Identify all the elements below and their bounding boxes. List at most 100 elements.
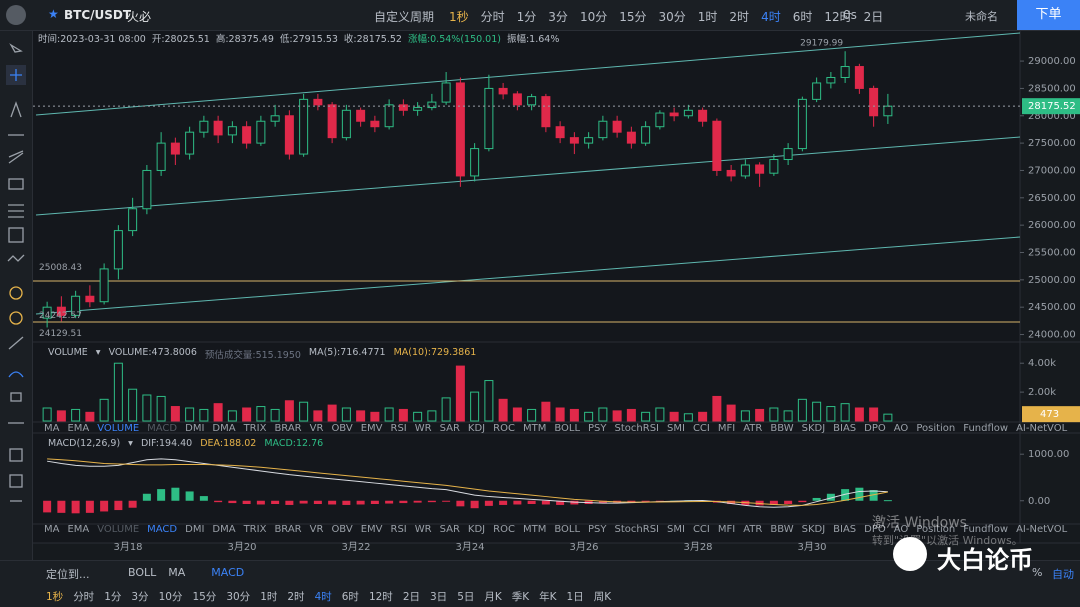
- indicator-tab[interactable]: VR: [309, 423, 324, 434]
- indicator-tab[interactable]: StochRSI: [614, 524, 659, 535]
- indicator-tab[interactable]: AO: [893, 524, 909, 535]
- volume-label[interactable]: VOLUME: [48, 347, 88, 358]
- period[interactable]: 2时: [287, 591, 305, 603]
- period[interactable]: 2日: [402, 591, 420, 603]
- indicator-tab[interactable]: Position: [916, 423, 956, 434]
- indicator-tab[interactable]: VR: [309, 524, 324, 535]
- period[interactable]: 4时: [761, 10, 781, 24]
- period[interactable]: 季K: [511, 591, 530, 603]
- indicator-tab[interactable]: MTM: [522, 524, 547, 535]
- indicator-tab[interactable]: DPO: [864, 524, 886, 535]
- indicator-tab[interactable]: SKDJ: [801, 423, 826, 434]
- order-button[interactable]: 下单: [1017, 0, 1080, 30]
- star-icon[interactable]: ★: [48, 7, 59, 21]
- period[interactable]: 3分: [548, 10, 568, 24]
- macd-label[interactable]: MACD(12,26,9): [48, 438, 121, 449]
- indicator-tab[interactable]: KDJ: [467, 524, 486, 535]
- period[interactable]: 月K: [484, 591, 502, 603]
- period[interactable]: 3分: [131, 591, 149, 603]
- tag[interactable]: MA: [168, 566, 186, 579]
- period[interactable]: 1秒: [449, 10, 469, 24]
- indicator-tab[interactable]: Fundflow: [963, 524, 1009, 535]
- indicator-tab[interactable]: VOLUME: [97, 524, 140, 535]
- indicator-tab[interactable]: ATR: [743, 524, 763, 535]
- period[interactable]: 10分: [158, 591, 183, 603]
- period[interactable]: 12时: [824, 10, 852, 24]
- indicator-tab[interactable]: MFI: [717, 423, 736, 434]
- indicator-tab[interactable]: StochRSI: [614, 423, 659, 434]
- indicator-tab[interactable]: AO: [893, 423, 909, 434]
- indicator-tab[interactable]: DMI: [185, 423, 205, 434]
- indicator-tab[interactable]: MA: [44, 524, 60, 535]
- period[interactable]: 周K: [593, 591, 612, 603]
- auto[interactable]: 自动: [1052, 568, 1074, 581]
- period[interactable]: 1时: [260, 591, 278, 603]
- period[interactable]: 1分: [516, 10, 537, 24]
- indicator-tab[interactable]: RSI: [390, 524, 407, 535]
- indicator-tab[interactable]: TRIX: [243, 423, 267, 434]
- indicator-tab[interactable]: EMV: [360, 524, 383, 535]
- indicator-tab[interactable]: EMV: [360, 423, 383, 434]
- period[interactable]: 分时: [73, 591, 95, 603]
- indicator-tab[interactable]: ATR: [743, 423, 763, 434]
- period[interactable]: 2时: [729, 10, 750, 24]
- indicator-tab[interactable]: MTM: [522, 423, 547, 434]
- indicator-tab[interactable]: SAR: [439, 524, 460, 535]
- layout-name[interactable]: 未命名: [965, 10, 998, 23]
- tag[interactable]: MACD: [211, 566, 245, 579]
- period[interactable]: 3日: [430, 591, 448, 603]
- indicator-tab[interactable]: VOLUME: [97, 423, 140, 434]
- percent[interactable]: %: [1032, 566, 1043, 579]
- indicator-tab[interactable]: TRIX: [243, 524, 267, 535]
- period[interactable]: 10分: [579, 10, 608, 24]
- indicator-tab[interactable]: PSY: [588, 423, 607, 434]
- period[interactable]: 1分: [104, 591, 122, 603]
- indicator-tab[interactable]: BOLL: [554, 423, 581, 434]
- indicator-tab[interactable]: AI-NetVOL: [1016, 524, 1068, 535]
- custom-period[interactable]: 自定义周期: [374, 10, 435, 24]
- indicator-tab[interactable]: SMI: [667, 423, 685, 434]
- indicator-tab[interactable]: ROC: [493, 524, 515, 535]
- period[interactable]: 30分: [226, 591, 251, 603]
- indicator-tab[interactable]: RSI: [390, 423, 407, 434]
- indicator-tab[interactable]: AI-NetVOL: [1016, 423, 1068, 434]
- indicator-tab[interactable]: WR: [414, 423, 432, 434]
- indicator-tab[interactable]: DMA: [212, 423, 236, 434]
- period[interactable]: 分时: [480, 10, 505, 24]
- indicator-tab[interactable]: BBW: [770, 524, 794, 535]
- indicator-tab[interactable]: CCI: [692, 524, 710, 535]
- indicator-tab[interactable]: EMA: [67, 524, 90, 535]
- indicator-tab[interactable]: SAR: [439, 423, 460, 434]
- indicator-tab[interactable]: MACD: [147, 423, 178, 434]
- indicator-tab[interactable]: BOLL: [554, 524, 581, 535]
- indicator-tab[interactable]: ROC: [493, 423, 515, 434]
- indicator-tab[interactable]: OBV: [331, 524, 353, 535]
- symbol[interactable]: BTC/USDT: [64, 8, 132, 22]
- indicator-tab[interactable]: Fundflow: [963, 423, 1009, 434]
- period[interactable]: 年K: [539, 591, 557, 603]
- indicator-tab[interactable]: MA: [44, 423, 60, 434]
- indicator-tab[interactable]: BIAS: [833, 524, 857, 535]
- period[interactable]: 5日: [457, 591, 475, 603]
- tag[interactable]: BOLL: [128, 566, 157, 579]
- period[interactable]: 2日: [863, 10, 884, 24]
- indicator-tab[interactable]: WR: [414, 524, 432, 535]
- period[interactable]: 6时: [341, 591, 359, 603]
- period[interactable]: 1日: [566, 591, 584, 603]
- period[interactable]: 15分: [619, 10, 647, 24]
- indicator-tab[interactable]: CCI: [692, 423, 710, 434]
- indicator-tab[interactable]: OBV: [331, 423, 353, 434]
- indicator-tab[interactable]: MFI: [717, 524, 736, 535]
- period[interactable]: 30分: [658, 10, 686, 24]
- period[interactable]: 1时: [697, 10, 718, 24]
- indicator-tab[interactable]: SKDJ: [801, 524, 826, 535]
- period[interactable]: 15分: [192, 591, 217, 603]
- indicator-tab[interactable]: BBW: [770, 423, 794, 434]
- indicator-tab[interactable]: EMA: [67, 423, 90, 434]
- locate[interactable]: 定位到...: [46, 568, 90, 581]
- indicator-tab[interactable]: BIAS: [833, 423, 857, 434]
- period[interactable]: 12时: [368, 591, 393, 603]
- indicator-tab[interactable]: Position: [916, 524, 956, 535]
- indicator-tab[interactable]: BRAR: [274, 524, 302, 535]
- period[interactable]: 6时: [792, 10, 813, 24]
